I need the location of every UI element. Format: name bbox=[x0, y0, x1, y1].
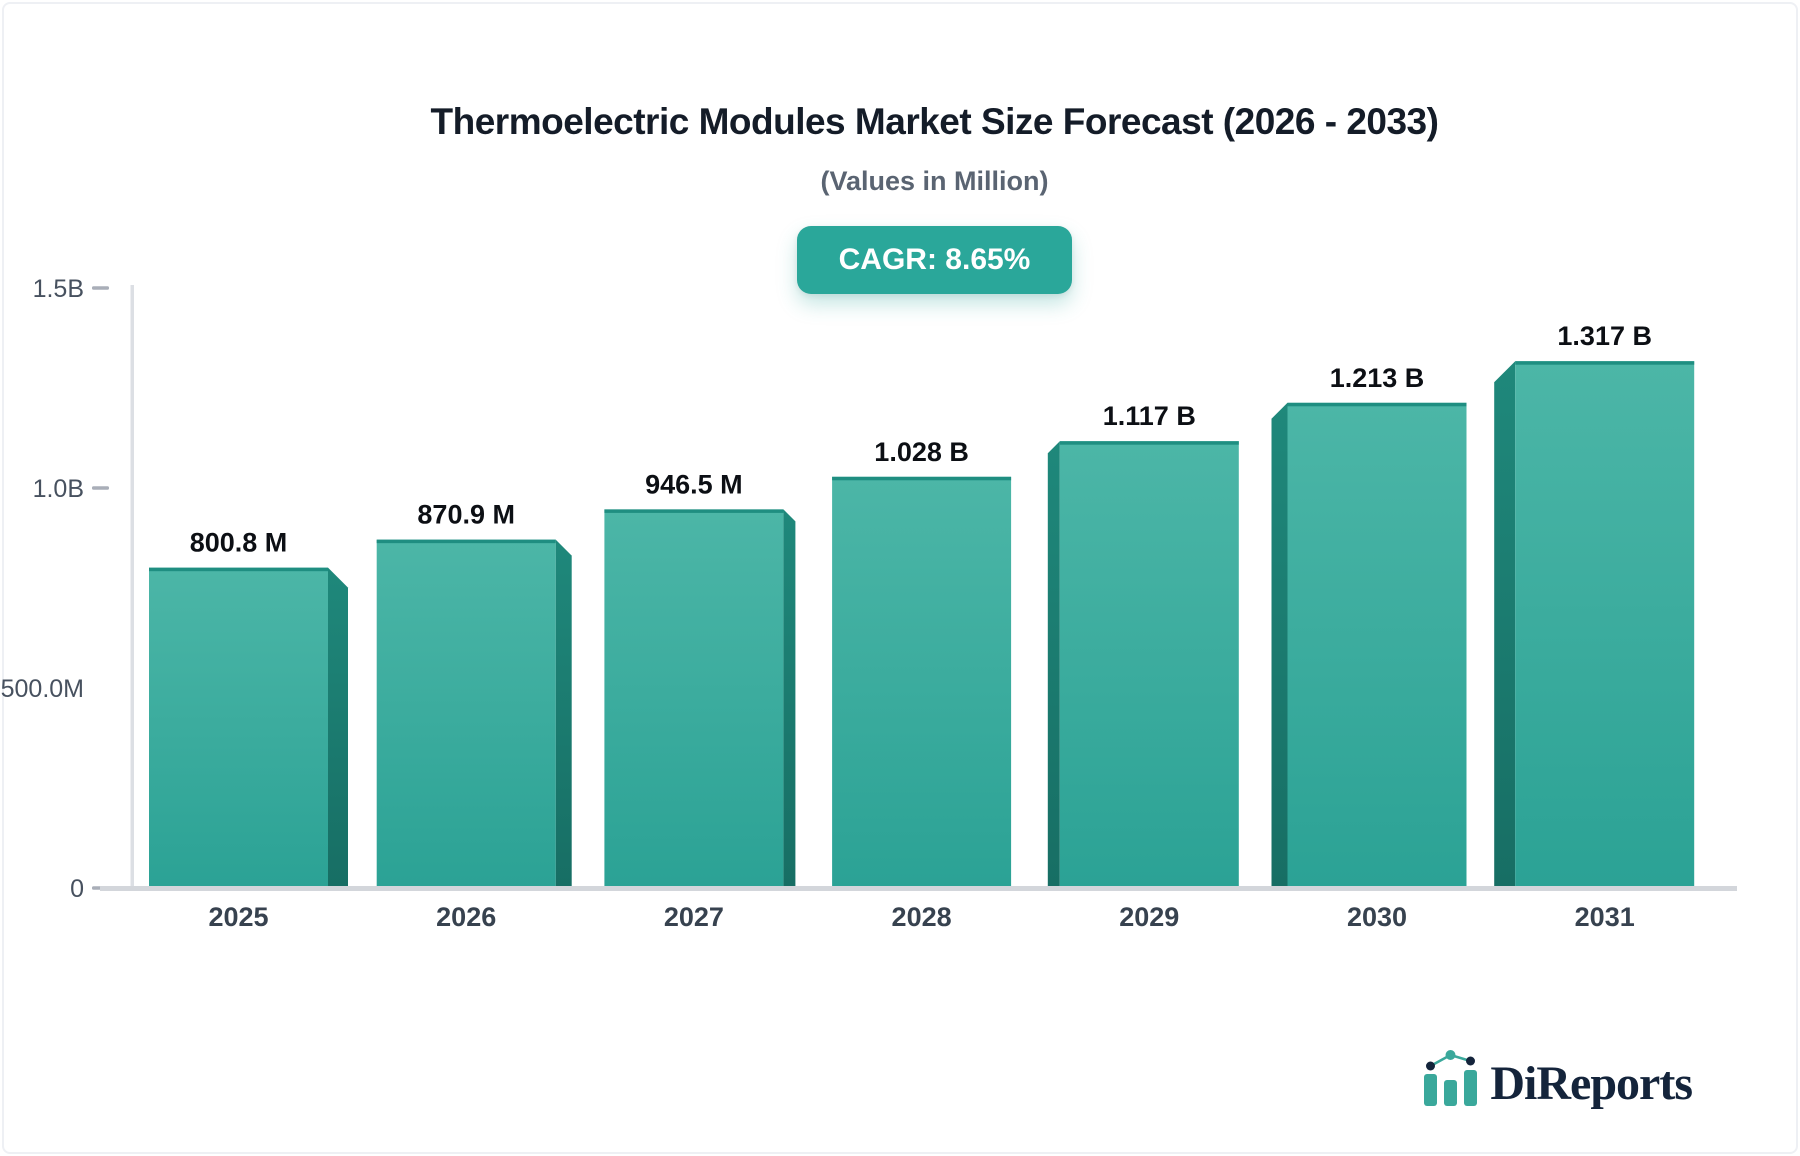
bar-value-label: 1.213 B bbox=[1330, 363, 1425, 393]
bar-side-face bbox=[328, 567, 348, 888]
x-axis-label: 2025 bbox=[208, 902, 268, 932]
bar-top-edge bbox=[1515, 361, 1695, 365]
bar-side-face bbox=[1494, 361, 1516, 888]
x-axis-label: 2026 bbox=[436, 902, 496, 932]
bar-face bbox=[149, 567, 328, 888]
bar-value-label: 1.028 B bbox=[874, 437, 969, 467]
bar-side-face bbox=[783, 509, 796, 888]
bar-top-edge bbox=[376, 539, 556, 544]
y-axis-tick-label: 1.0B bbox=[33, 475, 84, 503]
y-axis-tick-dash bbox=[92, 486, 109, 490]
bar-group-2028: 1.028 B 2028 bbox=[832, 437, 1012, 932]
y-axis-tick-label: 1.5B bbox=[33, 275, 84, 303]
bar-group-2026: 870.9 M 2026 bbox=[376, 500, 572, 932]
bar-group-2025: 800.8 M 2025 bbox=[149, 528, 348, 932]
bar-side-face bbox=[555, 539, 572, 888]
y-axis-tick-label: 500.0M bbox=[1, 675, 84, 703]
bar-value-label: 800.8 M bbox=[190, 528, 288, 558]
bar-face bbox=[1515, 361, 1695, 888]
bar-value-label: 946.5 M bbox=[645, 469, 743, 499]
y-axis-tick-label: 0 bbox=[70, 875, 84, 903]
bar-top-edge bbox=[832, 476, 1012, 481]
bar-top-edge bbox=[149, 567, 328, 572]
y-axis-line bbox=[130, 285, 134, 890]
x-axis-label: 2027 bbox=[664, 902, 724, 932]
bar-value-label: 870.9 M bbox=[417, 500, 515, 530]
x-axis-label: 2030 bbox=[1347, 902, 1407, 932]
bar-face bbox=[376, 539, 556, 888]
direports-logo-icon bbox=[1424, 1050, 1478, 1106]
bar-value-label: 1.117 B bbox=[1103, 401, 1196, 431]
bar-group-2030: 1.213 B 2030 bbox=[1271, 363, 1467, 932]
bar-group-2027: 946.5 M 2027 bbox=[604, 469, 796, 932]
x-axis-label: 2028 bbox=[892, 902, 952, 932]
bar-side-face bbox=[1047, 441, 1060, 888]
bar-top-edge bbox=[604, 509, 784, 513]
chart-subtitle: (Values in Million) bbox=[820, 166, 1049, 196]
chart-header: Thermoelectric Modules Market Size Forec… bbox=[132, 0, 1737, 294]
x-axis-line bbox=[100, 886, 1737, 891]
bar-top-edge bbox=[1059, 441, 1239, 445]
x-axis-label: 2031 bbox=[1575, 902, 1635, 932]
bar-face bbox=[604, 509, 784, 888]
chart-title: Thermoelectric Modules Market Size Forec… bbox=[430, 101, 1439, 142]
y-axis-tick-dash bbox=[92, 286, 109, 290]
bar-top-edge bbox=[1287, 402, 1467, 407]
bar-value-label: 1.317 B bbox=[1557, 321, 1652, 351]
cagr-badge: CAGR: 8.65% bbox=[796, 226, 1073, 294]
bar-face bbox=[1287, 402, 1467, 888]
direports-logo: DiReports bbox=[1420, 1046, 1693, 1110]
bar-group-2029: 1.117 B 2029 bbox=[1047, 401, 1239, 932]
x-axis-label: 2029 bbox=[1119, 902, 1179, 932]
bar-face bbox=[1059, 441, 1239, 888]
bar-face bbox=[832, 476, 1012, 888]
bar-side-face bbox=[1271, 402, 1288, 888]
direports-logo-text: DiReports bbox=[1490, 1057, 1693, 1110]
bar-group-2031: 1.317 B 2031 bbox=[1494, 321, 1695, 932]
